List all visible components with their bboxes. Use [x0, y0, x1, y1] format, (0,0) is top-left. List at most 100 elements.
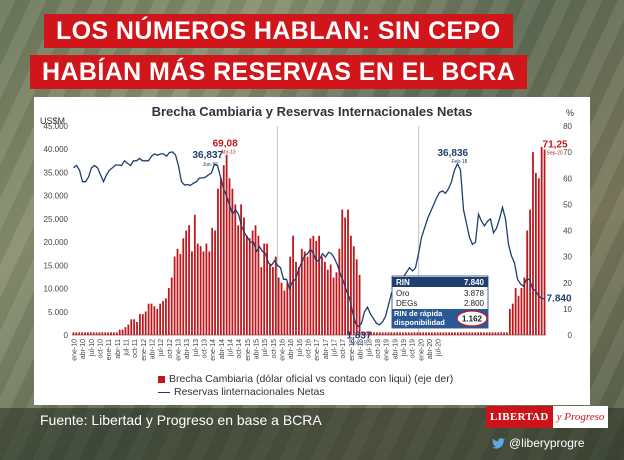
- gap-bar: [430, 332, 433, 335]
- gap-bar: [87, 332, 89, 335]
- gap-bar: [321, 256, 323, 335]
- gap-bar: [338, 248, 341, 335]
- twitter-handle-block[interactable]: @liberyprogre: [492, 436, 585, 450]
- gap-bar: [399, 332, 401, 335]
- table-highlight-label: RIN de rápida disponibilidad: [394, 309, 445, 327]
- gap-bar: [208, 251, 211, 335]
- gap-bar: [214, 230, 216, 335]
- x-tick-label: jul-18: [366, 339, 373, 357]
- x-tick-label: oct-17: [340, 339, 347, 359]
- gap-bar: [234, 204, 237, 335]
- gap-bar: [456, 332, 459, 335]
- gap-bar: [517, 295, 520, 335]
- left-tick-label: 10.000: [44, 285, 69, 294]
- gap-bar: [474, 332, 477, 335]
- x-tick-label: oct-18: [375, 339, 382, 359]
- gap-bar: [355, 259, 358, 335]
- left-axis-label: US$M: [40, 116, 65, 126]
- right-tick-label: 0: [568, 331, 573, 340]
- x-tick-label: abr-16: [288, 339, 295, 359]
- gap-bar: [532, 152, 534, 335]
- gap-bar: [376, 332, 378, 335]
- annotation-peak-2013-date: Abr-13: [221, 150, 236, 156]
- gap-bar: [274, 256, 277, 335]
- gap-bar: [300, 248, 303, 335]
- gap-bar: [468, 332, 471, 335]
- annotation-peak-2012-date: Jun-12: [203, 162, 219, 168]
- left-tick-label: 0: [64, 331, 69, 340]
- reserves-line: [73, 151, 545, 328]
- gap-bar: [335, 272, 338, 335]
- right-tick-label: 80: [563, 122, 572, 131]
- logo-text-part2: y Progreso: [552, 406, 609, 428]
- right-tick-label: 50: [563, 200, 572, 209]
- gap-bar: [508, 308, 511, 335]
- gap-bar: [378, 332, 381, 335]
- gap-bar: [416, 332, 419, 335]
- gap-bar: [283, 290, 286, 335]
- x-tick-label: oct-10: [97, 339, 104, 359]
- gap-bar: [367, 332, 370, 335]
- x-tick-label: jul-16: [297, 339, 304, 357]
- gap-bar: [121, 329, 124, 335]
- x-axis-ticks: ene-10 abr-10 jul-10 oct-10 ene-11 abr-11 jul-…: [71, 339, 442, 361]
- gap-bar: [95, 332, 98, 335]
- x-tick-label: oct-11: [132, 339, 139, 358]
- x-tick-label: abr-11: [115, 339, 122, 359]
- x-tick-label: abr-15: [254, 339, 261, 359]
- x-tick-label: oct-12: [167, 339, 174, 359]
- gap-bar: [407, 332, 410, 335]
- gap-bar: [271, 267, 274, 335]
- x-tick-label: jul-15: [262, 339, 269, 357]
- gap-bar: [237, 225, 240, 335]
- gap-bar: [289, 256, 292, 335]
- gap-bar: [387, 332, 390, 335]
- gap-bar: [167, 287, 170, 335]
- gap-bar: [352, 246, 355, 335]
- left-axis-ticks: 0 5.000 10.000 15.000 20.000 25.000 30.000 35.0…: [44, 122, 69, 340]
- gap-bar: [451, 332, 453, 335]
- x-tick-label: jul-10: [89, 339, 96, 357]
- left-tick-label: 40.000: [44, 145, 69, 154]
- right-axis-ticks: 0 10 20 30 40 50 60 70 80: [563, 122, 572, 340]
- gap-bar: [306, 256, 309, 335]
- right-axis-label: %: [566, 108, 574, 118]
- gap-bar: [150, 303, 153, 335]
- left-tick-label: 25.000: [44, 215, 69, 224]
- x-tick-label: oct-19: [410, 339, 417, 359]
- gap-bar: [540, 146, 543, 335]
- x-tick-label: abr-10: [80, 339, 87, 359]
- x-tick-label: abr-12: [149, 339, 156, 359]
- gap-bar: [292, 235, 294, 335]
- gap-bar: [118, 329, 121, 335]
- right-tick-label: 70: [563, 148, 572, 157]
- gap-bar: [358, 274, 361, 335]
- headline-line-1: LOS NÚMEROS HABLAN: SIN CEPO: [44, 14, 513, 48]
- x-tick-label: oct-14: [236, 339, 243, 359]
- x-tick-label: ene-14: [210, 339, 217, 361]
- legend-item-gap: Brecha Cambiaria (dólar oficial vs conta…: [158, 373, 453, 386]
- reserves-table: RIN 7.840 Oro 3.878 DEGs 2.800 RIN de rá…: [391, 275, 489, 329]
- x-tick-label: jul-19: [401, 339, 408, 357]
- gap-bar: [260, 267, 263, 335]
- gap-bar: [185, 230, 188, 335]
- left-tick-label: 15.000: [44, 261, 69, 270]
- x-tick-label: oct-16: [306, 339, 313, 359]
- gap-bar: [251, 230, 254, 335]
- right-tick-label: 10: [563, 305, 572, 314]
- gap-bar: [104, 332, 107, 335]
- annotation-peak-2012-value: 36,837: [193, 150, 224, 161]
- legend-label-gap: Brecha Cambiaria (dólar oficial vs conta…: [169, 373, 454, 385]
- gap-bar: [419, 332, 422, 335]
- gap-bar: [537, 178, 540, 335]
- x-tick-label: jul-12: [158, 339, 165, 357]
- annotation-peak-2018-value: 36,836: [438, 148, 469, 159]
- x-tick-label: abr-18: [358, 339, 365, 359]
- gap-bar: [115, 332, 118, 335]
- legend-swatch-bar: [158, 376, 165, 383]
- gap-bar: [404, 332, 407, 335]
- x-tick-label: abr-20: [427, 339, 434, 359]
- gap-bar: [78, 332, 81, 335]
- gap-bar: [147, 303, 150, 335]
- twitter-handle[interactable]: @liberyprogre: [509, 436, 585, 450]
